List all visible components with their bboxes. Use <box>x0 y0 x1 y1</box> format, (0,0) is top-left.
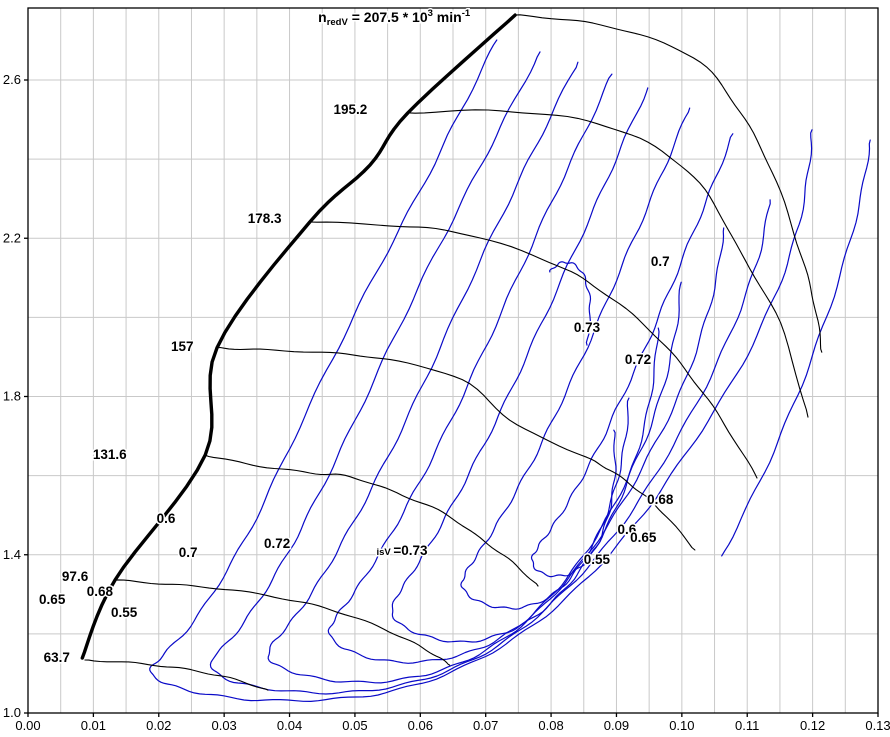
efficiency-labels: 0.65 0.68 0.55 0.6 0.7 0.72 isV =0.73 0.73 0.72 0… <box>38 252 676 621</box>
efficiency-label-2: 0.55 <box>111 605 138 620</box>
efficiency-contour-0.65 <box>267 61 725 684</box>
efficiency-label-5: 0.72 <box>264 536 290 551</box>
x-tick-label: 0.06 <box>408 718 433 733</box>
efficiency-contour-unlabeled <box>721 139 871 557</box>
x-tick-label: 0.00 <box>15 718 40 733</box>
efficiency-label-6: isV =0.73 <box>376 543 428 558</box>
title-text: nredV = 207.5 * 103 min-1 <box>318 8 471 28</box>
speed-line-207.5 <box>514 14 823 353</box>
efficiency-contour-0.6 <box>209 51 771 695</box>
efficiency-contours <box>149 39 871 702</box>
speed-label-63.7: 63.7 <box>44 650 70 665</box>
axis-ticks-and-labels: 0.00 0.01 0.02 0.03 0.04 0.05 0.06 0.07 0.08 0.09… <box>3 72 890 733</box>
x-tick-label: 0.11 <box>735 718 759 733</box>
plot-frame <box>27 7 879 714</box>
speed-label-97.6: 97.6 <box>62 569 89 584</box>
x-tick-label: 0.01 <box>81 718 106 733</box>
speed-labels: 195.2 178.3 157 131.6 97.6 63.7 <box>42 101 369 667</box>
speed-line-195.2 <box>407 109 809 418</box>
y-tick-label: 1.4 <box>3 547 21 562</box>
x-tick-label: 0.13 <box>865 718 890 733</box>
x-tick-label: 0.12 <box>800 718 825 733</box>
efficiency-contour-0.73 <box>530 133 734 578</box>
efficiency-contour-0.72 <box>460 107 691 610</box>
speed-label-157: 157 <box>171 339 194 354</box>
efficiency-contour-unlabeled <box>549 261 592 346</box>
efficiency-label-10: 0.68 <box>647 492 674 507</box>
speed-line-157 <box>216 346 696 551</box>
efficiency-label-13: 0.55 <box>584 552 611 567</box>
efficiency-label-4: 0.7 <box>179 545 198 560</box>
x-tick-label: 0.03 <box>211 718 236 733</box>
x-tick-label: 0.09 <box>604 718 629 733</box>
speed-label-178.3: 178.3 <box>248 211 282 226</box>
efficiency-label-12: 0.65 <box>630 530 657 545</box>
efficiency-label-8: 0.72 <box>625 352 651 367</box>
x-tick-label: 0.04 <box>277 718 302 733</box>
speed-line-63.7 <box>84 659 269 691</box>
speed-line-97.6 <box>114 579 451 666</box>
efficiency-label-7: 0.73 <box>574 320 601 335</box>
chart-title: nredV = 207.5 * 103 min-1 <box>317 6 473 29</box>
surge-line <box>80 13 517 660</box>
efficiency-label-3: 0.6 <box>157 511 176 526</box>
x-tick-label: 0.02 <box>146 718 171 733</box>
speed-lines <box>84 14 823 691</box>
x-tick-label: 0.08 <box>538 718 563 733</box>
efficiency-label-11: 0.6 <box>618 522 637 537</box>
efficiency-label-1: 0.68 <box>87 584 114 599</box>
speed-line-178.3 <box>309 221 758 479</box>
efficiency-contour-0.7 <box>391 87 660 643</box>
y-tick-label: 2.2 <box>3 230 21 245</box>
x-tick-label: 0.10 <box>669 718 694 733</box>
y-tick-label: 2.6 <box>3 72 21 87</box>
y-tick-label: 1.8 <box>3 389 21 404</box>
grid-lines <box>28 8 878 713</box>
x-tick-label: 0.05 <box>342 718 367 733</box>
speed-label-131.6: 131.6 <box>93 447 127 462</box>
speed-line-131.6 <box>204 454 539 587</box>
y-tick-label: 1.0 <box>3 705 21 720</box>
speed-label-195.2: 195.2 <box>333 102 367 117</box>
x-tick-label: 0.07 <box>473 718 498 733</box>
efficiency-contour-0.68 <box>327 73 682 664</box>
efficiency-label-9: 0.7 <box>651 254 670 269</box>
efficiency-label-0: 0.65 <box>39 592 66 607</box>
efficiency-contour-0.55 <box>149 39 813 702</box>
